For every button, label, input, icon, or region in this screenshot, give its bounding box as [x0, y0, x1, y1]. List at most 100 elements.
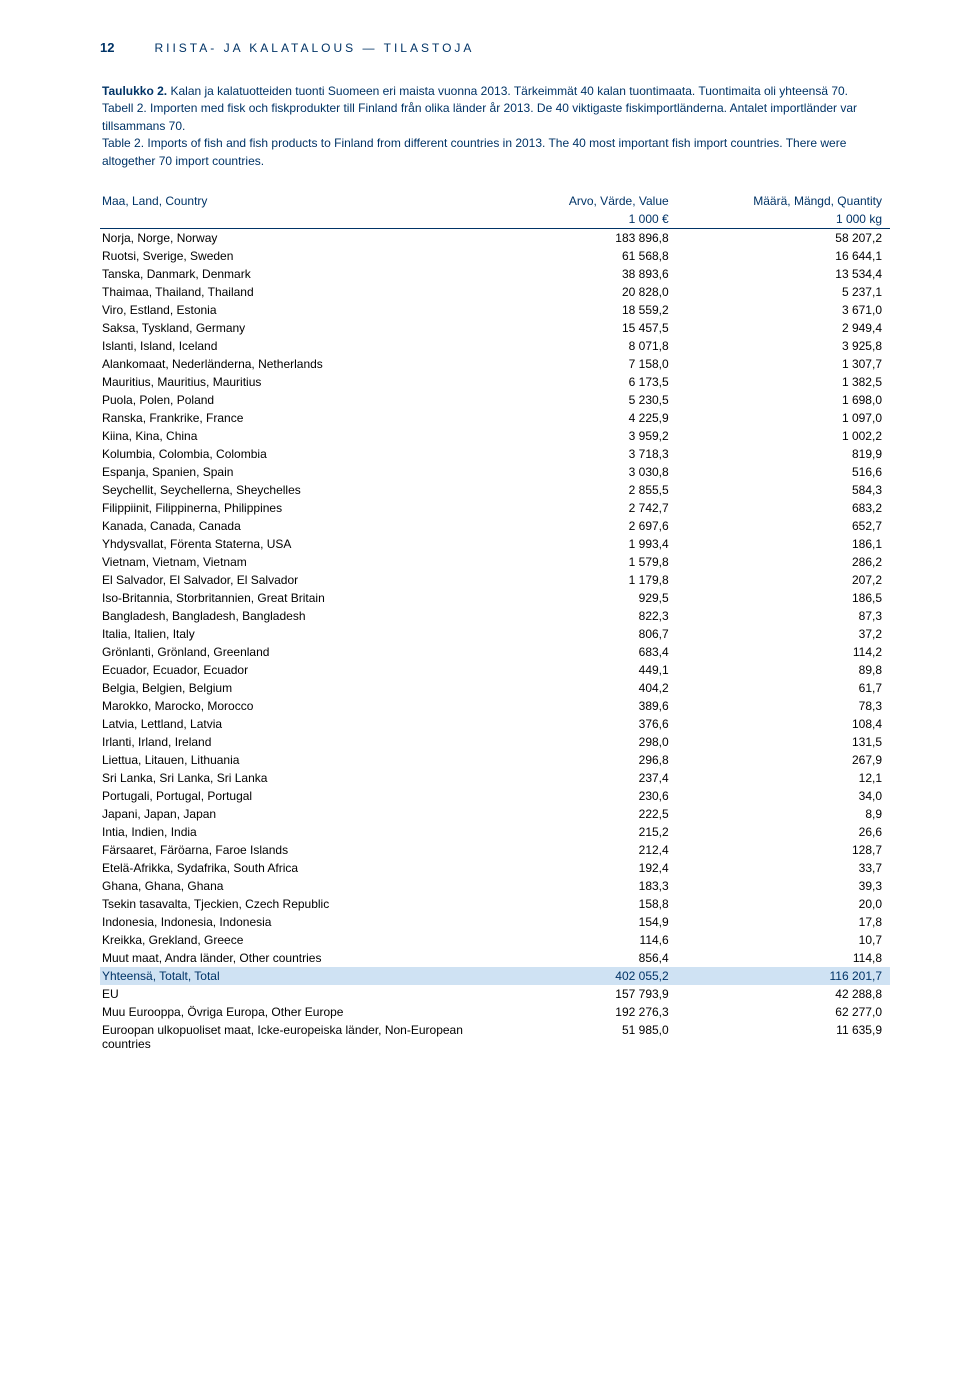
table-row: Mauritius, Mauritius, Mauritius6 173,51 …: [100, 373, 890, 391]
table-row: Norja, Norge, Norway183 896,858 207,2: [100, 228, 890, 247]
cell-country: Vietnam, Vietnam, Vietnam: [100, 553, 487, 571]
cell-country: Kanada, Canada, Canada: [100, 517, 487, 535]
cell-qty: 131,5: [677, 733, 890, 751]
table-row: Yhdysvallat, Förenta Staterna, USA1 993,…: [100, 535, 890, 553]
table-row: Portugali, Portugal, Portugal230,634,0: [100, 787, 890, 805]
caption-fi-text: Kalan ja kalatuotteiden tuonti Suomeen e…: [170, 84, 848, 98]
cell-country: Norja, Norge, Norway: [100, 228, 487, 247]
cell-value: 15 457,5: [487, 319, 677, 337]
cell-qty: 39,3: [677, 877, 890, 895]
table-row: Vietnam, Vietnam, Vietnam1 579,8286,2: [100, 553, 890, 571]
cell-country: Irlanti, Irland, Ireland: [100, 733, 487, 751]
cell-value: 158,8: [487, 895, 677, 913]
table-row: Iso-Britannia, Storbritannien, Great Bri…: [100, 589, 890, 607]
cell-value: 2 855,5: [487, 481, 677, 499]
col-country: Maa, Land, Country: [100, 192, 487, 210]
table-row: Italia, Italien, Italy806,737,2: [100, 625, 890, 643]
cell-qty: 34,0: [677, 787, 890, 805]
cell-country: Ruotsi, Sverige, Sweden: [100, 247, 487, 265]
cell-qty: 33,7: [677, 859, 890, 877]
cell-country: Grönlanti, Grönland, Greenland: [100, 643, 487, 661]
table-row: Ranska, Frankrike, France4 225,91 097,0: [100, 409, 890, 427]
cell-qty: 87,3: [677, 607, 890, 625]
cell-country: Portugali, Portugal, Portugal: [100, 787, 487, 805]
cell-value: 3 718,3: [487, 445, 677, 463]
cell-value: 183 896,8: [487, 228, 677, 247]
cell-qty: 3 671,0: [677, 301, 890, 319]
cell-country: Kiina, Kina, China: [100, 427, 487, 445]
table-row: Ruotsi, Sverige, Sweden61 568,816 644,1: [100, 247, 890, 265]
cell-country: Färsaaret, Färöarna, Faroe Islands: [100, 841, 487, 859]
cell-country: Tsekin tasavalta, Tjeckien, Czech Republ…: [100, 895, 487, 913]
caption-en-lead: Table 2.: [102, 136, 144, 150]
cell-qty: 128,7: [677, 841, 890, 859]
cell-qty: 114,2: [677, 643, 890, 661]
table-row: Espanja, Spanien, Spain3 030,8516,6: [100, 463, 890, 481]
cell-qty: 89,8: [677, 661, 890, 679]
page-header: 12 RIISTA- JA KALATALOUS — TILASTOJA: [100, 40, 890, 55]
cell-country: Etelä-Afrikka, Sydafrika, South Africa: [100, 859, 487, 877]
cell-country: Espanja, Spanien, Spain: [100, 463, 487, 481]
cell-country: Marokko, Marocko, Morocco: [100, 697, 487, 715]
cell-value: 376,6: [487, 715, 677, 733]
cell-qty: 12,1: [677, 769, 890, 787]
cell-country: Intia, Indien, India: [100, 823, 487, 841]
table-row: Filippiinit, Filippinerna, Philippines2 …: [100, 499, 890, 517]
cell-country: Japani, Japan, Japan: [100, 805, 487, 823]
cell-country: Seychellit, Seychellerna, Sheychelles: [100, 481, 487, 499]
cell-value: 192 276,3: [487, 1003, 677, 1021]
cell-country: Belgia, Belgien, Belgium: [100, 679, 487, 697]
cell-qty: 10,7: [677, 931, 890, 949]
caption-en-text: Imports of fish and fish products to Fin…: [102, 136, 846, 167]
cell-value: 806,7: [487, 625, 677, 643]
cell-country: Filippiinit, Filippinerna, Philippines: [100, 499, 487, 517]
cell-country: Indonesia, Indonesia, Indonesia: [100, 913, 487, 931]
cell-qty: 58 207,2: [677, 228, 890, 247]
cell-country: Yhteensä, Totalt, Total: [100, 967, 487, 985]
table-row: Yhteensä, Totalt, Total402 055,2116 201,…: [100, 967, 890, 985]
cell-value: 212,4: [487, 841, 677, 859]
table-row: Irlanti, Irland, Ireland298,0131,5: [100, 733, 890, 751]
cell-country: Italia, Italien, Italy: [100, 625, 487, 643]
cell-value: 6 173,5: [487, 373, 677, 391]
cell-value: 402 055,2: [487, 967, 677, 985]
cell-value: 298,0: [487, 733, 677, 751]
cell-country: Sri Lanka, Sri Lanka, Sri Lanka: [100, 769, 487, 787]
cell-country: Euroopan ulkopuoliset maat, Icke-europei…: [100, 1021, 487, 1053]
cell-country: Kreikka, Grekland, Greece: [100, 931, 487, 949]
cell-value: 20 828,0: [487, 283, 677, 301]
cell-country: Latvia, Lettland, Latvia: [100, 715, 487, 733]
cell-value: 157 793,9: [487, 985, 677, 1003]
cell-value: 1 993,4: [487, 535, 677, 553]
cell-country: Iso-Britannia, Storbritannien, Great Bri…: [100, 589, 487, 607]
cell-value: 1 579,8: [487, 553, 677, 571]
cell-value: 222,5: [487, 805, 677, 823]
cell-qty: 516,6: [677, 463, 890, 481]
col-value: Arvo, Värde, Value: [487, 192, 677, 210]
table-row: Ecuador, Ecuador, Ecuador449,189,8: [100, 661, 890, 679]
table-row: Muut maat, Andra länder, Other countries…: [100, 949, 890, 967]
table-row: Islanti, Island, Iceland8 071,83 925,8: [100, 337, 890, 355]
import-table: Maa, Land, Country Arvo, Värde, Value Mä…: [100, 192, 890, 1053]
page-number: 12: [100, 40, 114, 55]
cell-qty: 108,4: [677, 715, 890, 733]
cell-value: 114,6: [487, 931, 677, 949]
table-row: Seychellit, Seychellerna, Sheychelles2 8…: [100, 481, 890, 499]
cell-qty: 819,9: [677, 445, 890, 463]
table-row: Sri Lanka, Sri Lanka, Sri Lanka237,412,1: [100, 769, 890, 787]
cell-qty: 20,0: [677, 895, 890, 913]
cell-qty: 286,2: [677, 553, 890, 571]
table-row: Kiina, Kina, China3 959,21 002,2: [100, 427, 890, 445]
table-row: Latvia, Lettland, Latvia376,6108,4: [100, 715, 890, 733]
table-row: Saksa, Tyskland, Germany15 457,52 949,4: [100, 319, 890, 337]
table-row: Grönlanti, Grönland, Greenland683,4114,2: [100, 643, 890, 661]
cell-qty: 114,8: [677, 949, 890, 967]
cell-country: Bangladesh, Bangladesh, Bangladesh: [100, 607, 487, 625]
cell-value: 822,3: [487, 607, 677, 625]
table-row: Kolumbia, Colombia, Colombia3 718,3819,9: [100, 445, 890, 463]
cell-value: 856,4: [487, 949, 677, 967]
cell-qty: 2 949,4: [677, 319, 890, 337]
table-row: Ghana, Ghana, Ghana183,339,3: [100, 877, 890, 895]
col-country-unit: [100, 210, 487, 229]
cell-qty: 652,7: [677, 517, 890, 535]
